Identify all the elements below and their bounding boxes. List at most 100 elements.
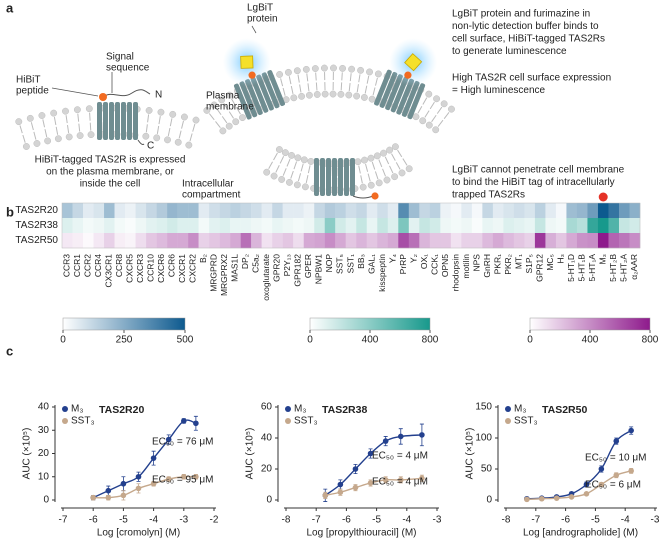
heatmap-cell (93, 218, 105, 234)
heatmap-cell (555, 233, 567, 249)
heatmap-cell (597, 218, 609, 234)
column-label: SST₁ (345, 254, 355, 274)
row-label: TAS2R20 (15, 205, 58, 216)
lipid-tail (348, 83, 351, 92)
heatmap-cell (398, 233, 409, 249)
lipid-head (270, 172, 278, 180)
caption: inside the cell (80, 179, 141, 190)
ec50-annotation: EC₅₀ = 4 μM (372, 451, 428, 462)
lipid-tail (30, 122, 34, 131)
heatmap-cell (93, 203, 105, 219)
lipid-head (366, 68, 373, 76)
heatmap-cell (513, 218, 525, 234)
heatmap-cell (240, 203, 252, 219)
helix (326, 158, 331, 196)
heatmap-cell (492, 233, 504, 249)
heatmap-cell (335, 218, 346, 234)
lipid-head (15, 118, 23, 126)
heatmap-cell (219, 203, 231, 219)
annotation: LgBiT (247, 3, 273, 14)
heatmap-cell (398, 203, 409, 219)
heatmap-cell (93, 233, 105, 249)
annotation: Signal (106, 52, 134, 63)
data-point (150, 480, 157, 487)
helix (127, 102, 132, 140)
column-label: GnRH (482, 254, 492, 278)
annotation: Plasma (206, 91, 240, 102)
helix (245, 79, 263, 116)
column-label: M₃ (597, 254, 607, 265)
legend-marker (505, 418, 511, 424)
heatmap-cell (461, 218, 473, 234)
heatmap-cell (303, 203, 315, 219)
heatmap-cell (419, 203, 431, 219)
column-label: MRGPRX2 (219, 254, 229, 296)
heatmap-cell (471, 218, 483, 234)
lipid-head (373, 152, 381, 160)
heatmap-cell (503, 203, 515, 219)
column-label: Y₂ (408, 254, 418, 263)
column-label: OPN5 (440, 254, 450, 277)
column-label: CCR6 (167, 254, 177, 277)
data-point (120, 492, 127, 499)
lipid-head (337, 90, 345, 98)
lipid-tail (360, 175, 363, 184)
column-label: NPS (471, 254, 481, 272)
heatmap-cell (608, 218, 620, 234)
data-point (538, 495, 545, 502)
signal-sequence (102, 89, 151, 98)
x-tick-label: -5 (372, 515, 381, 526)
lipid-tail (397, 149, 403, 158)
heatmap-cell (261, 233, 273, 249)
y-axis-label: AUC (×10⁵) (465, 428, 476, 480)
lipid-tail (340, 82, 343, 91)
x-tick-label: -6 (561, 515, 570, 526)
data-point (165, 436, 172, 443)
lipid-head (302, 65, 310, 73)
colorbar-tick-label: 400 (582, 335, 599, 346)
lipid-head (374, 70, 382, 78)
heatmap-cell (524, 218, 536, 234)
heatmap-cell (188, 218, 199, 234)
ec50-annotation: EC₅₀ = 76 μM (152, 437, 213, 448)
lipid-tail (395, 162, 401, 170)
column-label: CXCR5 (125, 254, 135, 283)
y-tick-label: 0 (486, 495, 492, 506)
heatmap-cell (83, 203, 94, 219)
lipid-tail (288, 76, 292, 85)
column-label: SST₅ (335, 254, 345, 274)
column-label: CXCR1 (177, 254, 187, 283)
lipid-head (87, 131, 95, 139)
lipid-tail (366, 75, 370, 84)
heatmap-cell (440, 233, 452, 249)
lipid-head (386, 146, 394, 154)
column-label: 5-HT₁B (576, 254, 586, 282)
lipid-head (284, 68, 292, 76)
x-axis-label: Log [cromolyn] (M) (97, 528, 180, 539)
data-point (367, 480, 374, 486)
lipid-tail (192, 123, 196, 132)
x-tick-label: -7 (531, 515, 540, 526)
caption: HiBiT-tagged TAS2R is expressed (35, 155, 186, 166)
heatmap-cell (219, 233, 231, 249)
panel-label: c (6, 343, 13, 358)
column-label: 5-HT₁D (566, 254, 576, 282)
lipid-head (357, 66, 365, 74)
lipid-head (142, 132, 150, 140)
heatmap-cell (135, 203, 147, 219)
heatmap-cell (293, 233, 304, 249)
heatmap-cell (387, 218, 399, 234)
column-label: PrRP (398, 254, 408, 275)
hibit-tag (371, 192, 379, 200)
lipid-head (290, 94, 298, 102)
heatmap-cell (324, 233, 336, 249)
lipid-head (157, 108, 165, 116)
heatmap-cell (261, 203, 273, 219)
y-axis-label: AUC (×10⁵) (22, 428, 33, 480)
data-point (181, 418, 187, 424)
pointer (251, 25, 257, 34)
heatmap-cell (482, 233, 494, 249)
lipid-tail (273, 152, 278, 161)
lipid-head (298, 92, 306, 100)
lipid-head (288, 151, 296, 159)
